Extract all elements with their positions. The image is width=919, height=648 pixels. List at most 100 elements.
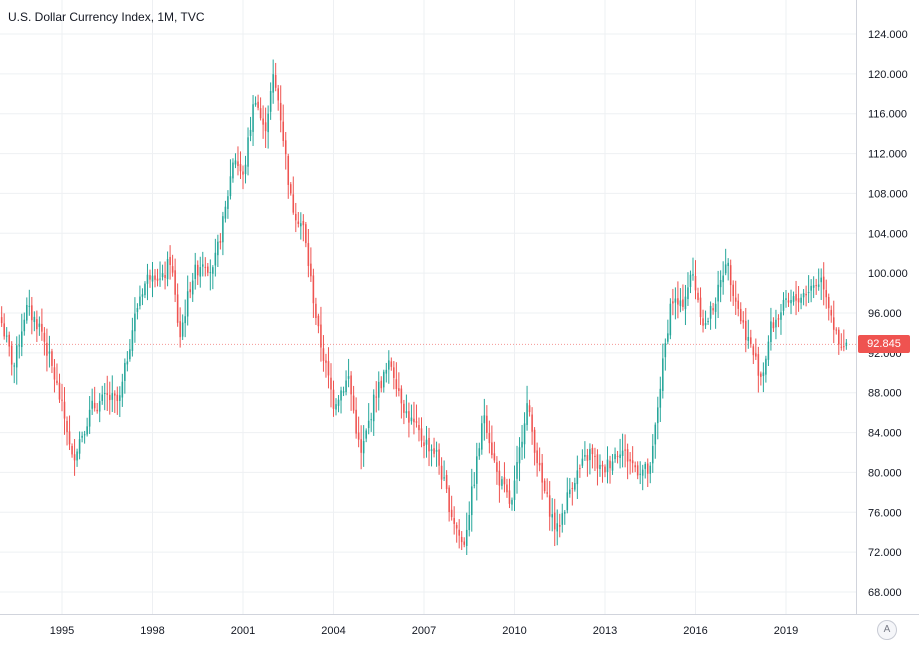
- candle-body: [493, 453, 496, 461]
- price-tick-label: 72.000: [868, 547, 902, 559]
- candle-body: [136, 308, 139, 312]
- candle-body: [566, 492, 569, 511]
- candle-body: [129, 349, 131, 360]
- candle-body: [51, 351, 53, 366]
- candle-body: [822, 276, 825, 290]
- candle-body: [76, 451, 78, 461]
- candle-body: [357, 432, 360, 440]
- candle-body: [626, 449, 629, 462]
- time-tick-label: 1995: [50, 625, 74, 637]
- candle-body: [144, 283, 146, 296]
- candle-body: [558, 525, 561, 527]
- candle-body: [734, 297, 737, 302]
- candle-body: [342, 391, 345, 393]
- candle-body: [714, 303, 717, 312]
- candle-body: [134, 313, 136, 332]
- candle-body: [787, 300, 790, 303]
- candle-body: [820, 277, 822, 283]
- candle-body: [609, 460, 611, 469]
- candle-body: [470, 486, 473, 516]
- candle-body: [388, 360, 390, 370]
- candle-body: [98, 401, 101, 412]
- candle-body: [752, 346, 755, 356]
- candle-body: [770, 321, 772, 343]
- candle-body: [367, 420, 370, 429]
- candle-body: [18, 345, 21, 347]
- candle-body: [614, 454, 616, 460]
- candle-body: [119, 395, 121, 401]
- candle-body: [453, 518, 455, 524]
- candle-body: [360, 439, 362, 453]
- candle-body: [709, 305, 712, 319]
- candle-body: [116, 394, 119, 401]
- candle-body: [538, 462, 541, 466]
- candle-body: [58, 382, 61, 400]
- candle-body: [729, 265, 732, 286]
- candle-body: [679, 300, 682, 307]
- candle-body: [38, 323, 41, 327]
- candle-body: [775, 319, 777, 328]
- candle-body: [20, 331, 23, 347]
- candle-body: [53, 367, 56, 380]
- candle-body: [287, 156, 290, 185]
- candle-body: [797, 298, 800, 303]
- candle-body: [310, 263, 312, 277]
- candle-body: [503, 477, 506, 485]
- price-tick-label: 76.000: [868, 507, 902, 519]
- candle-body: [594, 455, 596, 457]
- candle-body: [777, 318, 780, 320]
- candle-body: [81, 435, 83, 438]
- candle-body: [433, 448, 435, 454]
- candle-body: [712, 308, 714, 311]
- candle-body: [300, 223, 302, 227]
- candle-body: [106, 393, 109, 395]
- candle-body: [807, 292, 810, 294]
- candle-body: [501, 479, 503, 486]
- candle-body: [576, 470, 579, 485]
- candle-body: [154, 275, 156, 280]
- candle-body: [518, 447, 521, 464]
- candle-body: [521, 441, 523, 448]
- candle-body: [551, 514, 553, 518]
- candle-body: [423, 442, 425, 447]
- candle-body: [164, 275, 166, 279]
- candle-body: [244, 164, 247, 175]
- candle-body: [496, 462, 498, 472]
- price-tick-label: 108.000: [868, 188, 908, 200]
- candle-body: [569, 489, 571, 495]
- candle-body: [247, 137, 249, 167]
- candle-body: [526, 403, 528, 425]
- auto-scale-button[interactable]: A: [877, 620, 897, 640]
- candles: [0, 59, 848, 555]
- candle-body: [762, 372, 765, 377]
- candle-body: [66, 420, 68, 433]
- candle-body: [596, 454, 599, 469]
- candle-body: [184, 316, 186, 324]
- candle-body: [556, 523, 559, 532]
- candle-body: [415, 421, 418, 423]
- candle-body: [840, 346, 843, 348]
- candle-body: [242, 171, 244, 175]
- candle-body: [707, 321, 709, 323]
- candle-body: [214, 252, 217, 266]
- grid: [0, 0, 856, 614]
- candle-body: [644, 463, 647, 469]
- candle-body: [403, 403, 405, 413]
- time-axis[interactable]: 1995 1998 2001 2004 2007 2010 2013 2016 2019: [50, 625, 798, 637]
- price-axis[interactable]: 124.000 120.000 116.000 112.000 108.000 104.0…: [868, 29, 908, 599]
- candle-body: [96, 409, 98, 412]
- candle-body: [674, 298, 677, 303]
- candle-body: [393, 367, 395, 378]
- candle-body: [194, 264, 197, 279]
- candle-body: [682, 299, 684, 307]
- candle-body: [15, 345, 18, 368]
- candle-body: [232, 162, 234, 179]
- price-tick-label: 80.000: [868, 467, 902, 479]
- time-tick-label: 2007: [412, 625, 436, 637]
- candle-body: [292, 194, 295, 213]
- candle-body: [528, 405, 531, 413]
- candle-body: [636, 465, 639, 476]
- candle-body: [843, 346, 845, 348]
